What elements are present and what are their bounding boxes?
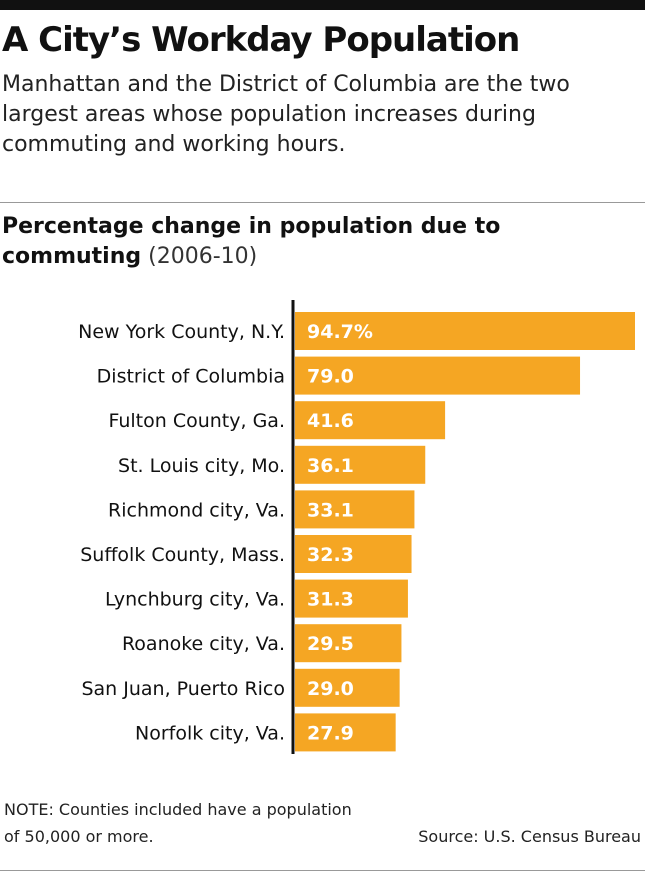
bar bbox=[295, 579, 408, 618]
chart-title-period: (2006-10) bbox=[148, 244, 258, 269]
bar bbox=[295, 624, 402, 663]
bar-chart: New York County, N.Y. 94.7% District of Co… bbox=[78, 300, 635, 754]
dek: Manhattan and the District of Columbia a… bbox=[2, 72, 570, 157]
top-rule bbox=[0, 0, 645, 10]
bar bbox=[295, 312, 635, 350]
bar bbox=[295, 445, 426, 484]
bar bbox=[295, 401, 446, 440]
value-label: 29.5 bbox=[307, 633, 354, 655]
chart-title-main: Percentage change in population due to c… bbox=[2, 214, 501, 269]
bottom-rule bbox=[0, 870, 645, 871]
value-label: 36.1 bbox=[307, 455, 354, 477]
value-label: 33.1 bbox=[307, 499, 354, 521]
value-label: 79.0 bbox=[307, 366, 354, 388]
bar bbox=[295, 535, 412, 573]
note: NOTE: Counties included have a populatio… bbox=[4, 800, 352, 846]
category-label: District of Columbia bbox=[97, 366, 285, 388]
headline: A City’s Workday Population bbox=[2, 20, 520, 60]
category-label: St. Louis city, Mo. bbox=[118, 455, 285, 477]
bar bbox=[295, 713, 396, 752]
category-label: Roanoke city, Va. bbox=[122, 633, 285, 655]
value-label: 94.7% bbox=[307, 321, 373, 343]
value-label: 41.6 bbox=[307, 410, 354, 432]
category-label: Lynchburg city, Va. bbox=[105, 589, 285, 611]
bar bbox=[295, 356, 581, 395]
value-label: 27.9 bbox=[307, 722, 354, 744]
category-label: Fulton County, Ga. bbox=[108, 410, 285, 432]
category-label: San Juan, Puerto Rico bbox=[81, 678, 285, 700]
divider bbox=[0, 202, 645, 203]
category-label: Norfolk city, Va. bbox=[135, 722, 285, 744]
category-label: Suffolk County, Mass. bbox=[80, 544, 285, 566]
chart-title: Percentage change in population due to c… bbox=[2, 212, 642, 272]
source-credit: Source: U.S. Census Bureau bbox=[418, 827, 641, 846]
bar bbox=[295, 490, 415, 529]
category-label: New York County, N.Y. bbox=[78, 321, 285, 343]
value-label: 29.0 bbox=[307, 678, 354, 700]
value-label: 32.3 bbox=[307, 544, 354, 566]
category-label: Richmond city, Va. bbox=[108, 499, 285, 521]
value-label: 31.3 bbox=[307, 589, 354, 611]
bar bbox=[295, 668, 400, 707]
